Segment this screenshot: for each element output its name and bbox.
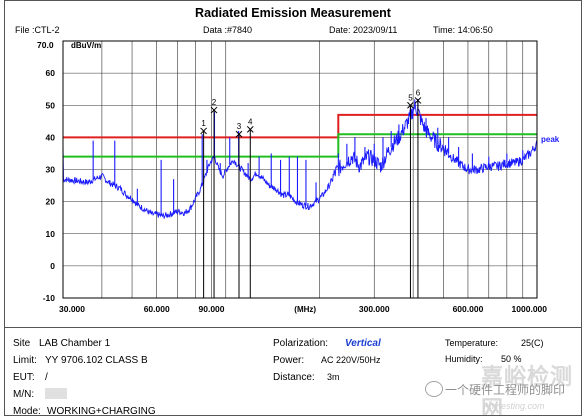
trace: peak [62, 98, 560, 219]
watermark-site: 嘉峪检测网 [481, 364, 574, 416]
mn-label: M/N: [13, 389, 35, 400]
watermark-url: Anytesting.com [483, 401, 545, 411]
marker-cross [414, 97, 422, 104]
report-frame: Radiated Emission Measurement File :CTL-… [4, 0, 582, 416]
x-tick-label: 90.000 [199, 304, 225, 314]
marker-cross [407, 101, 414, 109]
x-tick-label: 30.000 [59, 304, 85, 314]
watermark-account: 一个硬件工程师的脚印 [445, 383, 566, 397]
power-value: AC 220V/50Hz [321, 355, 381, 365]
watermark: 嘉峪检测网 一个硬件工程师的脚印 Anytesting.com [425, 359, 581, 416]
peak-annotation: peak [541, 135, 560, 144]
marker-label: 2 [212, 98, 217, 107]
limit-lines [63, 113, 537, 158]
mode-value: WORKING+CHARGING [47, 406, 156, 416]
axis-labels: -10 0 10 20 30 40 50 60 70.0 dBuV/m 30.000 60.000 90… [37, 40, 547, 314]
temperature-label: Temperature: [445, 338, 499, 348]
y-tick-label: -10 [43, 293, 56, 303]
data-number: Data :#7840 [203, 25, 253, 35]
marker-label: 5 [408, 93, 413, 102]
y-tick-label: 10 [46, 229, 56, 239]
mn-redacted [45, 388, 67, 399]
limit-label: Limit: [13, 355, 37, 366]
x-tick-label: 1000.000 [512, 304, 548, 314]
chart-title: Radiated Emission Measurement [195, 6, 391, 20]
y-tick-label: 40 [46, 132, 56, 142]
y-tick-label: 30 [46, 165, 56, 175]
footer-info: Site LAB Chamber 1 Limit: YY 9706.102 CL… [5, 327, 581, 416]
site-label: Site [13, 338, 31, 349]
date-label: Date: 2023/09/11 [329, 25, 398, 35]
eut-label: EUT: [13, 372, 35, 383]
x-axis-unit: (MHz) [294, 305, 316, 314]
y-tick-label: 20 [46, 197, 56, 207]
peak-trace [62, 99, 538, 219]
y-tick-label: 0 [50, 261, 55, 271]
plot-border [62, 40, 538, 299]
y-tick-label: 60 [46, 68, 56, 78]
y-tick-label: 50 [46, 100, 56, 110]
x-tick-label: 300.000 [359, 304, 390, 314]
y-top-label: 70.0 [37, 40, 54, 50]
y-axis-unit: dBuV/m [71, 41, 101, 50]
polarization-value: Vertical [345, 338, 381, 349]
time-label: Time: 14:06:50 [433, 25, 493, 35]
x-tick-label: 60.000 [144, 304, 170, 314]
marker-cross [210, 106, 218, 114]
distance-value: 3m [327, 372, 340, 382]
marker-cross [246, 125, 254, 133]
polarization-label: Polarization: [273, 338, 329, 349]
marker-label: 6 [416, 88, 421, 97]
wechat-icon [425, 381, 443, 397]
temperature-value: 25(C) [521, 338, 544, 348]
eut-value: / [45, 372, 48, 383]
distance-label: Distance: [273, 372, 315, 383]
humidity-value: 50 % [501, 354, 522, 364]
marker-label: 1 [201, 119, 206, 128]
marker-label: 3 [237, 122, 242, 131]
marker-cross [200, 127, 207, 135]
marker-cross [235, 130, 243, 138]
file-label: File :CTL-2 [15, 25, 60, 35]
limit-line [63, 113, 537, 139]
limit-value: YY 9706.102 CLASS B [45, 355, 148, 366]
site-value: LAB Chamber 1 [39, 338, 111, 349]
mode-label: Mode: [13, 406, 41, 416]
humidity-label: Humidity: [445, 354, 483, 364]
power-label: Power: [273, 355, 305, 366]
x-tick-label: 600.000 [453, 304, 484, 314]
marker-label: 4 [248, 117, 253, 126]
